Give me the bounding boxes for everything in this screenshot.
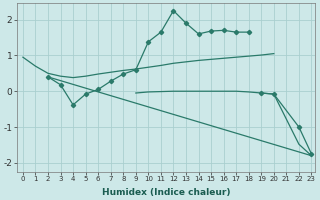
X-axis label: Humidex (Indice chaleur): Humidex (Indice chaleur) [102, 188, 230, 197]
